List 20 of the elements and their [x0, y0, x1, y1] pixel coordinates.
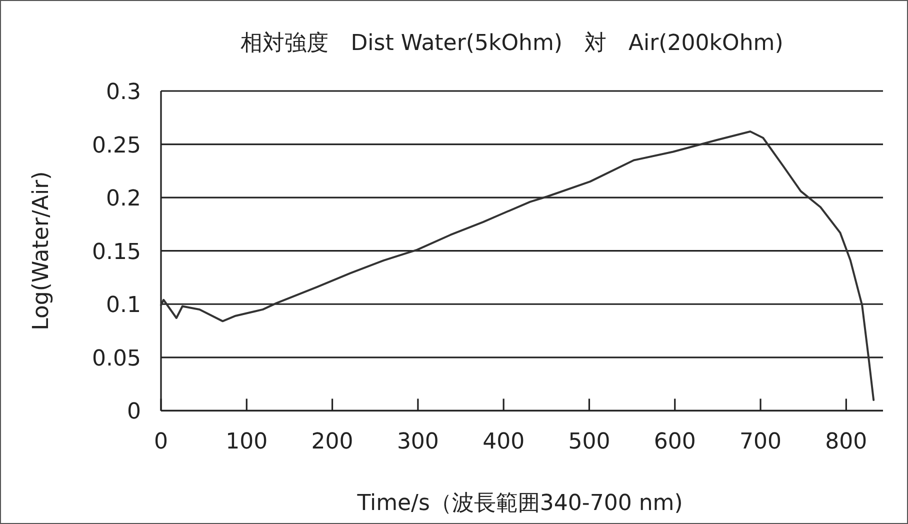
- x-tick-label: 100: [226, 430, 268, 455]
- y-tick-label: 0.2: [106, 186, 141, 212]
- x-tick-label: 700: [740, 430, 782, 455]
- y-tick-label: 0: [127, 400, 141, 425]
- x-tick-label: 200: [311, 430, 354, 455]
- chart-title: 相対強度 Dist Water(5kOhm) 対 Air(200kOhm): [240, 31, 784, 56]
- y-tick-label: 0.25: [92, 133, 141, 158]
- line-series: [160, 130, 875, 402]
- x-tick-label: 600: [654, 430, 696, 455]
- x-tick-label: 800: [825, 430, 868, 455]
- x-tick-label: 400: [482, 430, 525, 455]
- y-tick-label: 0.1: [106, 293, 141, 318]
- x-tick-label: 300: [396, 430, 439, 455]
- x-tick-label: 0: [154, 430, 168, 455]
- y-tick-label: 0.3: [106, 80, 141, 105]
- y-tick-label: 0.05: [92, 346, 141, 372]
- y-tick-label: 0.15: [92, 240, 141, 265]
- x-tick-label: 500: [568, 430, 610, 455]
- x-axis-title: Time/s（波長範囲340-700 nm): [356, 491, 683, 516]
- y-axis-title: Log(Water/Air): [29, 171, 54, 330]
